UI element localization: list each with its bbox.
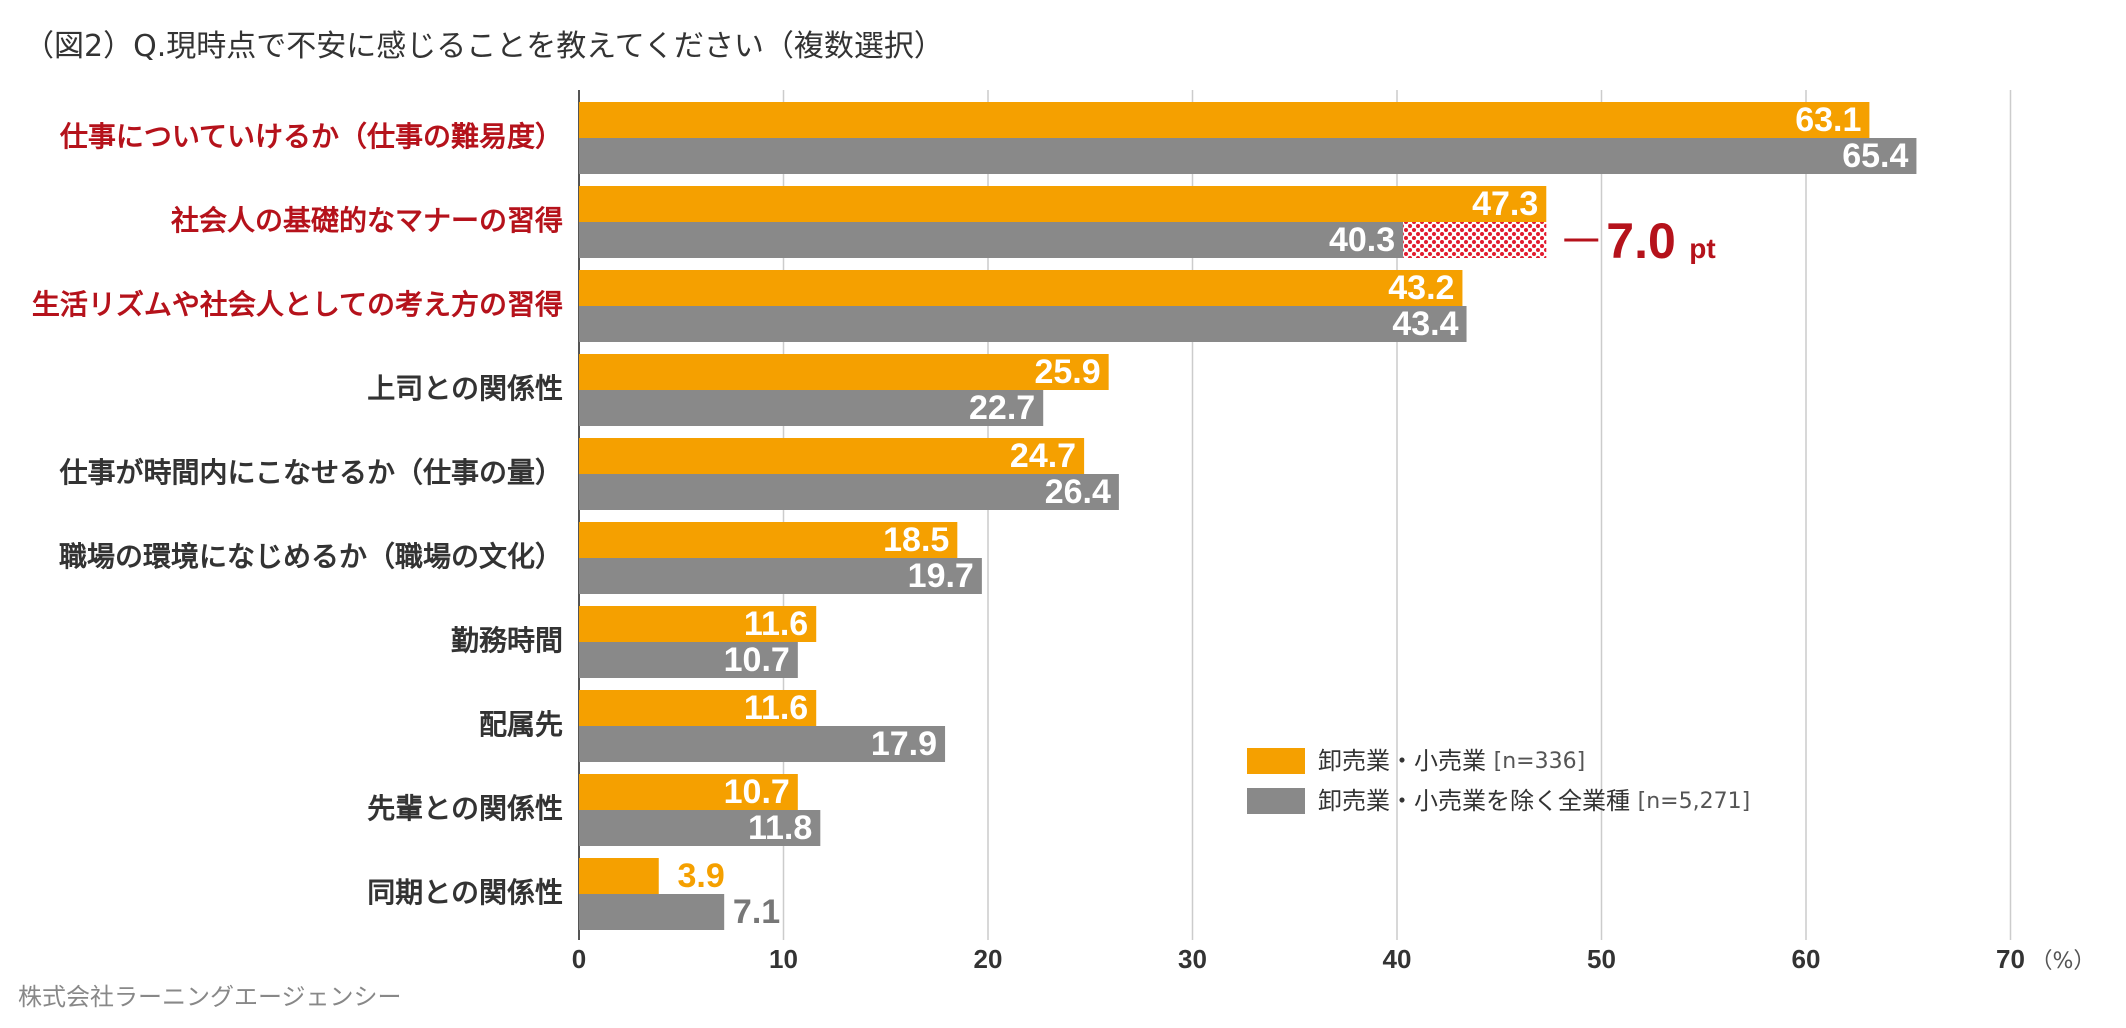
value-label-series2: 40.3 [1329,221,1395,259]
value-label-series1: 24.7 [1010,437,1076,475]
bar-series1 [579,858,659,894]
bar-series2 [579,222,1404,258]
category-label: 配属先 [479,708,563,741]
bar-series1 [579,774,798,810]
footer-credit: 株式会社ラーニングエージェンシー [18,983,402,1011]
bar-series2 [579,642,798,678]
value-label-series1: 3.9 [677,857,724,895]
category-label: 生活リズムや社会人としての考え方の習得 [32,288,563,321]
chart-title: （図2）Q.現時点で不安に感じることを教えてください（複数選択） [24,29,944,64]
bar-series2 [579,726,946,762]
x-tick-label: 60 [1792,944,1821,974]
category-label: 勤務時間 [451,624,563,657]
value-label-series2: 26.4 [1045,473,1111,511]
difference-annotation: 7.0 pt [1403,213,1716,269]
value-label-series2: 43.4 [1392,305,1458,343]
x-tick-label: 30 [1178,944,1207,974]
legend-label: 卸売業・小売業 [n=336] [1318,747,1585,775]
bar-series2 [579,558,982,594]
value-label-series1: 11.6 [744,689,808,727]
difference-area [1403,222,1547,258]
bar-series2 [579,390,1044,426]
value-label-series2: 19.7 [908,557,974,595]
x-unit-label: （%） [2031,949,2096,974]
category-label: 仕事についていけるか（仕事の難易度） [59,120,563,153]
category-labels: 仕事についていけるか（仕事の難易度） 社会人の基礎的なマナーの習得生活リズムや社会… [32,120,563,909]
value-label-series1: 11.6 [744,605,808,643]
difference-unit: pt [1689,233,1715,264]
value-label-series2: 65.4 [1842,137,1908,175]
x-axis-ticks: 0 10 20 30 40 50 60 70 （%） [572,944,2096,974]
category-label: 仕事が時間内にこなせるか（仕事の量） [59,456,563,489]
bar-series1 [579,690,817,726]
value-label-series1: 43.2 [1388,269,1454,307]
legend-label: 卸売業・小売業を除く全業種 [n=5,271] [1318,787,1750,815]
bar-series1 [579,606,817,642]
x-tick-label: 50 [1587,944,1616,974]
value-label-series1: 10.7 [724,773,790,811]
bar-series2 [579,810,821,846]
value-label-series2: 22.7 [969,389,1035,427]
value-label-series2: 17.9 [871,725,937,763]
value-label-series2: 11.8 [748,809,812,847]
bars [579,102,1917,930]
x-tick-label: 20 [974,944,1003,974]
data-labels: 63.165.4 47.3 40.3 43.243.4 25.922.7 24.726.4… [677,101,1908,931]
category-label: 先輩との関係性 [367,792,563,825]
value-label-series2: 7.1 [733,893,780,931]
value-label-series1: 63.1 [1795,101,1861,139]
value-label-series1: 25.9 [1034,353,1100,391]
bar-series1 [579,270,1463,306]
legend-sample-size: [n=5,271] [1638,789,1751,814]
value-label-series1: 18.5 [883,521,949,559]
legend-sample-size: [n=336] [1494,749,1586,774]
legend: 卸売業・小売業 [n=336] 卸売業・小売業を除く全業種 [n=5,271] [1247,747,1750,815]
bar-series2 [579,894,725,930]
x-tick-label: 0 [572,944,586,974]
legend-swatch [1247,748,1305,774]
category-label: 社会人の基礎的なマナーの習得 [171,204,563,237]
x-tick-label: 70 [1996,944,2025,974]
bar-series2 [579,474,1119,510]
difference-value: 7.0 [1606,213,1676,269]
bar-series1 [579,438,1085,474]
value-label-series1: 47.3 [1472,185,1538,223]
bar-series2 [579,138,1917,174]
x-tick-label: 10 [769,944,798,974]
bar-series2 [579,306,1467,342]
x-tick-label: 40 [1383,944,1412,974]
category-label: 同期との関係性 [367,876,563,909]
bar-series1 [579,102,1870,138]
category-label: 職場の環境になじめるか（職場の文化） [59,540,563,573]
value-label-series2: 10.7 [724,641,790,679]
legend-swatch [1247,788,1305,814]
bar-series1 [579,522,958,558]
bar-series1 [579,186,1547,222]
bar-series1 [579,354,1109,390]
category-label: 上司との関係性 [367,372,563,405]
